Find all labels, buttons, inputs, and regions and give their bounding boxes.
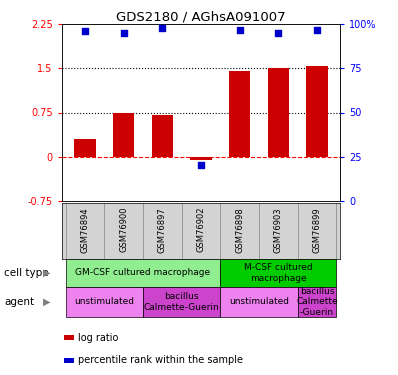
- Text: GSM76902: GSM76902: [197, 207, 205, 252]
- Bar: [66, 259, 220, 287]
- Bar: [74, 139, 96, 157]
- Bar: [64, 335, 74, 340]
- Bar: [220, 287, 298, 317]
- Text: percentile rank within the sample: percentile rank within the sample: [78, 355, 244, 365]
- Bar: [306, 66, 328, 157]
- Text: M-CSF cultured
macrophage: M-CSF cultured macrophage: [244, 263, 313, 282]
- Point: [82, 28, 88, 34]
- Text: bacillus
Calmette
-Guerin: bacillus Calmette -Guerin: [296, 287, 338, 317]
- Text: GSM76903: GSM76903: [274, 207, 283, 253]
- Point: [314, 27, 320, 33]
- Text: GSM76897: GSM76897: [158, 207, 167, 253]
- Text: unstimulated: unstimulated: [229, 297, 289, 306]
- Bar: [229, 71, 250, 157]
- Bar: [268, 68, 289, 157]
- Bar: [190, 157, 212, 159]
- Text: bacillus
Calmette-Guerin: bacillus Calmette-Guerin: [144, 292, 220, 312]
- Point: [236, 27, 243, 33]
- Bar: [298, 287, 336, 317]
- Text: ▶: ▶: [43, 268, 51, 278]
- Bar: [64, 358, 74, 363]
- Text: unstimulated: unstimulated: [74, 297, 134, 306]
- Text: ▶: ▶: [43, 297, 51, 307]
- Text: agent: agent: [4, 297, 34, 307]
- Text: cell type: cell type: [4, 268, 49, 278]
- Point: [198, 162, 204, 168]
- Text: GSM76899: GSM76899: [312, 207, 322, 253]
- Bar: [66, 287, 143, 317]
- Bar: [220, 259, 336, 287]
- Point: [275, 30, 281, 36]
- Text: log ratio: log ratio: [78, 333, 119, 343]
- Bar: [143, 287, 220, 317]
- Title: GDS2180 / AGhsA091007: GDS2180 / AGhsA091007: [116, 10, 286, 23]
- Text: GSM76894: GSM76894: [80, 207, 90, 253]
- Text: GM-CSF cultured macrophage: GM-CSF cultured macrophage: [75, 268, 211, 278]
- Text: GSM76900: GSM76900: [119, 207, 128, 252]
- Bar: [113, 112, 134, 157]
- Text: GSM76898: GSM76898: [235, 207, 244, 253]
- Point: [159, 25, 166, 31]
- Bar: [152, 116, 173, 157]
- Point: [121, 30, 127, 36]
